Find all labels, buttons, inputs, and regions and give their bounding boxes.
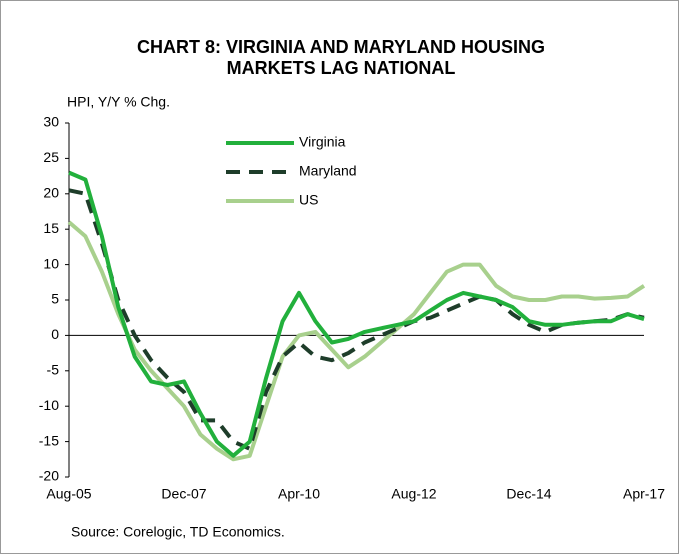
y-tick-label: 5 bbox=[51, 291, 59, 307]
y-tick-label: 0 bbox=[51, 326, 59, 342]
x-tick-label: Apr-10 bbox=[278, 486, 320, 502]
y-tick-label: -15 bbox=[39, 432, 59, 448]
y-tick-label: 10 bbox=[43, 255, 59, 271]
y-tick-label: 15 bbox=[43, 220, 59, 236]
series-line bbox=[67, 220, 646, 462]
x-tick-label: Dec-07 bbox=[161, 486, 206, 502]
y-tick-label: -20 bbox=[39, 468, 59, 484]
x-tick-label: Aug-12 bbox=[391, 486, 436, 502]
chart-title: CHART 8: VIRGINIA AND MARYLAND HOUSING M… bbox=[137, 37, 545, 78]
y-tick-label: -5 bbox=[47, 362, 60, 378]
legend-label: Maryland bbox=[299, 163, 357, 179]
x-tick-label: Dec-14 bbox=[506, 486, 551, 502]
legend-label: Virginia bbox=[299, 134, 346, 150]
y-tick-label: -10 bbox=[39, 397, 59, 413]
y-tick-label: 25 bbox=[43, 149, 59, 165]
y-axis-label: HPI, Y/Y % Chg. bbox=[67, 94, 170, 110]
source: Source: Corelogic, TD Economics. bbox=[71, 524, 285, 540]
y-tick-label: 20 bbox=[43, 185, 59, 201]
x-tick-label: Apr-17 bbox=[623, 486, 665, 502]
x-tick-label: Aug-05 bbox=[46, 486, 91, 502]
y-tick-label: 30 bbox=[43, 114, 59, 130]
series-line bbox=[68, 188, 645, 451]
legend-label: US bbox=[299, 192, 318, 208]
series-line bbox=[68, 170, 645, 458]
